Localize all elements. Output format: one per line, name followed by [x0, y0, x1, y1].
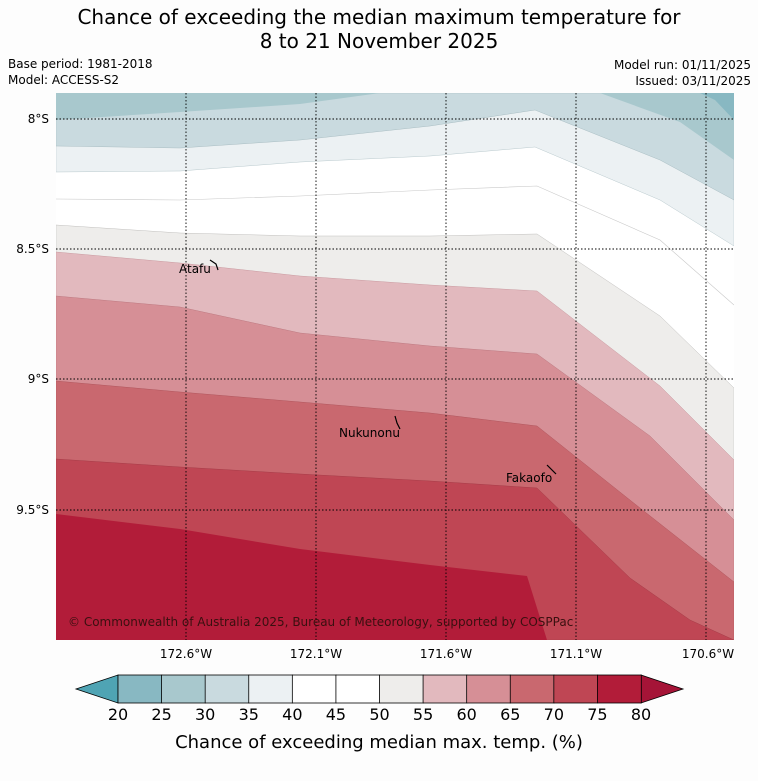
colorbar-tick-35: 35: [239, 705, 259, 724]
colorbar-segment-60-65: [466, 674, 511, 704]
contour-35-40: [56, 93, 734, 201]
colorbar-extend-low: [74, 674, 119, 704]
lat-label-9: 9°S: [28, 372, 49, 386]
colorbar-segment-25-30: [161, 674, 206, 704]
colorbar-tick-25: 25: [151, 705, 171, 724]
model-name: Model: ACCESS-S2: [8, 73, 120, 87]
colorbar-tick-55: 55: [413, 705, 433, 724]
place-label-atafu: Atafu: [179, 262, 211, 276]
colorbar-segment-70-75: [553, 674, 599, 704]
colorbar-segment-45-50: [335, 674, 381, 704]
gridlines: [56, 93, 734, 640]
lon-label-172-1: 172.1°W: [290, 647, 342, 661]
colorbar-tick-40: 40: [282, 705, 302, 724]
colorbar-segment-35-40: [248, 674, 294, 704]
colorbar-segment-65-70: [509, 674, 555, 704]
colorbar-tick-75: 75: [587, 705, 607, 724]
lat-label-8: 8°S: [28, 112, 49, 126]
lat-label-8-5: 8.5°S: [16, 242, 49, 256]
colorbar: [74, 674, 685, 704]
contour-30-35-left: [56, 93, 380, 120]
colorbar-extend-high: [640, 674, 685, 704]
colorbar-tick-60: 60: [456, 705, 476, 724]
place-label-nukunonu: Nukunonu: [339, 426, 400, 440]
meta-left: Base period: 1981-2018 Model: ACCESS-S2: [8, 56, 153, 88]
colorbar-tick-50: 50: [369, 705, 389, 724]
colorbar-tick-70: 70: [544, 705, 564, 724]
forecast-contours: [56, 93, 734, 640]
colorbar-tick-20: 20: [108, 705, 128, 724]
base-period: Base period: 1981-2018: [8, 57, 153, 71]
colorbar-tick-30: 30: [195, 705, 215, 724]
place-label-fakaofo: Fakaofo: [506, 471, 552, 485]
fakaofo-atoll: [546, 464, 557, 475]
issued-date: Issued: 03/11/2025: [635, 74, 751, 88]
colorbar-segment-75-80: [597, 674, 642, 704]
contour-line-50: [56, 185, 734, 306]
lat-label-9-5: 9.5°S: [16, 503, 49, 517]
colorbar-tick-80: 80: [631, 705, 651, 724]
colorbar-segment-30-35: [204, 674, 250, 704]
colorbar-title: Chance of exceeding median max. temp. (%…: [175, 732, 583, 753]
colorbar-segment-55-60: [422, 674, 468, 704]
lon-label-171-6: 171.6°W: [420, 647, 472, 661]
lon-label-172-6: 172.6°W: [160, 647, 212, 661]
lon-label-170-6: 170.6°W: [682, 647, 734, 661]
lon-label-171-1: 171.1°W: [550, 647, 602, 661]
contour-30-35-right: [56, 93, 734, 160]
title-line-2: 8 to 21 November 2025: [259, 29, 499, 53]
title-line-1: Chance of exceeding the median maximum t…: [77, 5, 681, 29]
nukunonu-atoll: [394, 415, 401, 430]
contour-25-30: [700, 93, 734, 120]
colorbar-tick-45: 45: [326, 705, 346, 724]
colorbar-tick-65: 65: [500, 705, 520, 724]
contour-above-80: [56, 514, 547, 640]
colorbar-segment-40-45: [291, 674, 337, 704]
colorbar-segment-50-55: [379, 674, 424, 704]
atafu-atoll: [209, 259, 219, 271]
colorbar-segment-20-25: [117, 674, 163, 704]
copyright-text: © Commonwealth of Australia 2025, Bureau…: [68, 615, 573, 629]
model-run: Model run: 01/11/2025: [613, 58, 751, 72]
chart-title: Chance of exceeding the median maximum t…: [0, 5, 758, 53]
meta-right: Model run: 01/11/2025 Issued: 03/11/2025: [614, 57, 751, 89]
